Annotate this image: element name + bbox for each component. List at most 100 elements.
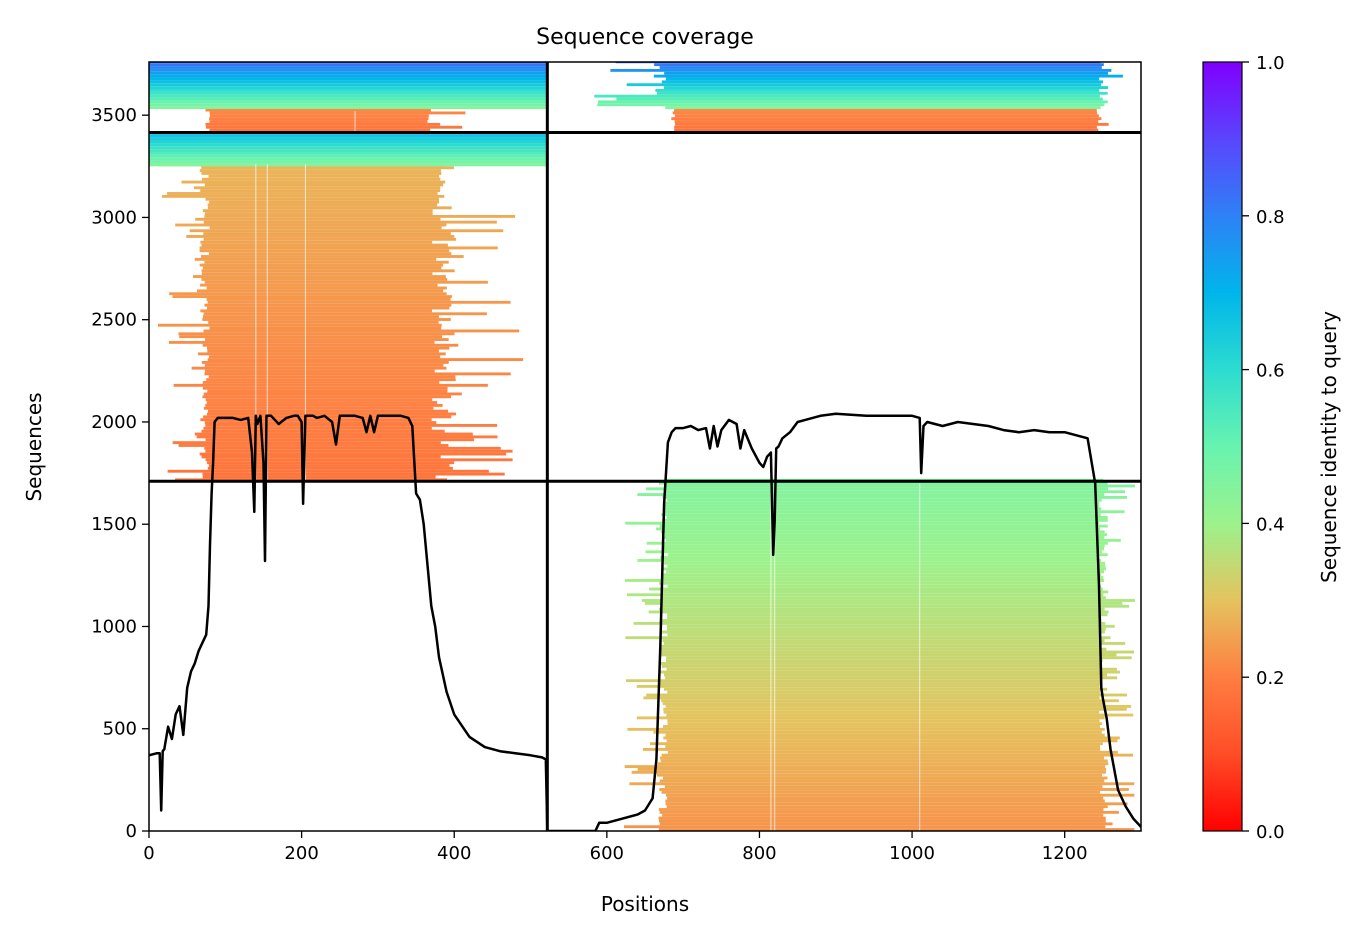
msa-row — [200, 283, 438, 287]
msa-row — [192, 275, 446, 278]
x-axis-label: Positions — [601, 892, 689, 916]
msa-row — [661, 604, 1130, 608]
x-tick-label: 200 — [284, 843, 318, 864]
msa-row — [200, 240, 433, 244]
msa-row — [667, 616, 1102, 620]
y-axis-label: Sequences — [22, 392, 46, 501]
msa-row — [637, 558, 1101, 562]
msa-row — [666, 516, 1108, 519]
colorbar — [1202, 61, 1243, 832]
msa-row — [203, 392, 462, 396]
colorbar-tick-label: 0.4 — [1256, 514, 1285, 535]
msa-row — [207, 412, 457, 416]
msa-row — [663, 501, 1100, 505]
msa-row — [659, 581, 1100, 585]
msa-row — [662, 776, 1108, 780]
msa-row — [204, 212, 433, 215]
msa-row — [200, 189, 441, 193]
msa-row — [205, 197, 439, 201]
msa-row — [659, 670, 1120, 674]
msa-row — [178, 444, 449, 447]
msa-row — [204, 446, 501, 450]
msa-row — [149, 137, 548, 141]
msa-row — [201, 361, 449, 364]
msa-row — [203, 220, 497, 224]
msa-row — [659, 481, 1108, 485]
msa-row — [659, 524, 1108, 528]
msa-row — [202, 381, 440, 384]
msa-row — [653, 730, 1102, 734]
msa-row — [204, 372, 511, 376]
msa-row — [208, 252, 452, 256]
msa-row — [659, 810, 1119, 814]
msa-row — [201, 177, 441, 181]
msa-row — [208, 409, 449, 413]
msa-row — [161, 194, 445, 198]
msa-row — [645, 550, 1103, 554]
msa-row — [209, 111, 466, 115]
msa-row — [636, 716, 1105, 720]
msa-row — [167, 192, 438, 195]
msa-row — [667, 613, 1108, 617]
msa-row — [631, 770, 1106, 774]
msa-row — [655, 88, 1100, 92]
msa-row — [665, 538, 1121, 542]
msa-row — [661, 80, 1104, 84]
msa-row — [626, 679, 1102, 683]
msa-row — [665, 77, 1100, 81]
msa-row — [198, 352, 446, 356]
msa-row — [641, 599, 1136, 602]
msa-row — [646, 487, 1108, 491]
msa-row — [637, 768, 1107, 771]
msa-row — [206, 298, 451, 301]
msa-row — [665, 705, 1132, 708]
colorbar-ticks: 0.0 0.2 0.4 0.6 0.8 1.0 — [1242, 53, 1285, 843]
msa-row — [208, 174, 440, 178]
msa-row — [623, 825, 1106, 829]
msa-row — [149, 143, 548, 147]
msa-row — [662, 507, 1102, 511]
msa-row — [178, 332, 455, 336]
msa-row — [172, 441, 441, 445]
msa-row — [597, 103, 1105, 107]
msa-row — [674, 128, 1099, 132]
msa-row — [149, 63, 548, 67]
msa-row — [649, 742, 1103, 746]
msa-row — [204, 260, 449, 264]
msa-row — [642, 747, 1101, 751]
msa-row — [664, 561, 1106, 565]
msa-row — [203, 232, 451, 236]
msa-row — [149, 88, 548, 92]
msa-row — [201, 269, 455, 273]
msa-row — [173, 383, 488, 387]
msa-row — [204, 363, 444, 367]
msa-row — [675, 122, 1109, 126]
msa-row — [207, 389, 448, 393]
msa-row — [660, 682, 1101, 685]
msa-row — [666, 713, 1134, 717]
msa-row — [186, 235, 455, 238]
msa-row — [201, 277, 448, 281]
msa-row — [202, 209, 433, 213]
msa-row — [204, 303, 452, 307]
msa-row — [665, 733, 1105, 737]
msa-row — [661, 513, 1101, 517]
msa-row — [169, 292, 447, 296]
msa-row — [662, 576, 1104, 580]
msa-row — [666, 570, 1105, 574]
msa-row — [179, 335, 443, 339]
msa-row — [661, 753, 1134, 757]
msa-row — [191, 366, 447, 370]
msa-blocks — [149, 62, 1136, 831]
msa-row — [203, 312, 487, 316]
msa-row — [201, 429, 445, 433]
msa-row — [205, 458, 513, 462]
msa-row — [205, 338, 449, 341]
msa-row — [149, 100, 548, 104]
msa-row — [202, 315, 439, 319]
msa-row — [648, 610, 1109, 614]
msa-row — [201, 272, 433, 276]
msa-row — [667, 564, 1106, 568]
msa-row — [664, 484, 1135, 488]
